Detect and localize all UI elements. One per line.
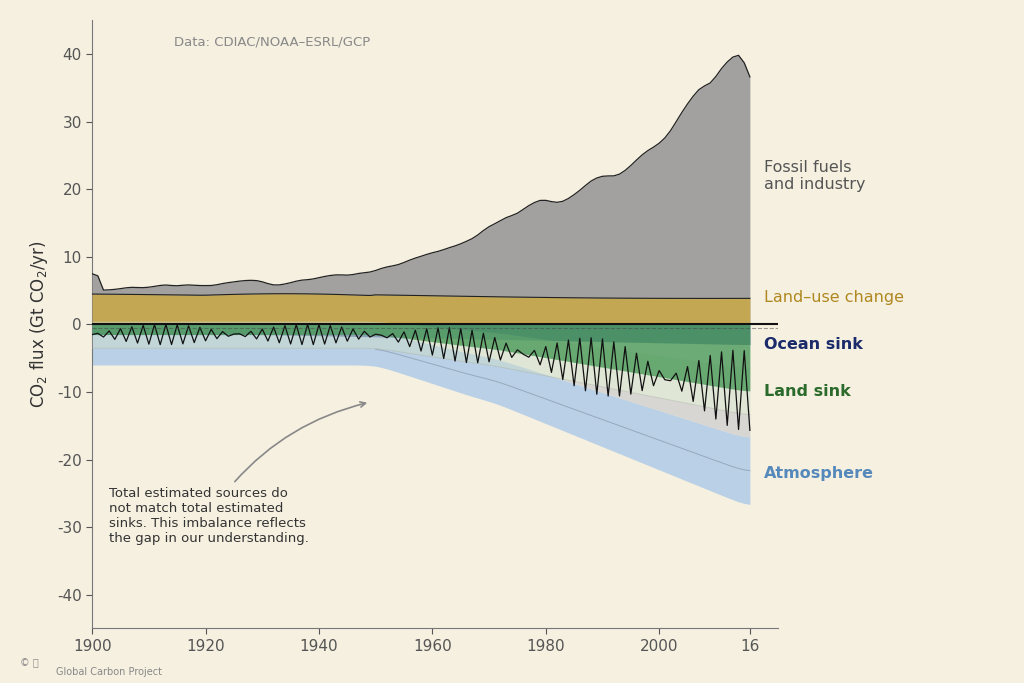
Text: Ocean sink: Ocean sink [764,337,863,352]
Y-axis label: CO$_2$ flux (Gt CO$_2$/yr): CO$_2$ flux (Gt CO$_2$/yr) [28,240,50,408]
Text: Total estimated sources do
not match total estimated
sinks. This imbalance refle: Total estimated sources do not match tot… [110,402,366,544]
Text: Data: CDIAC/NOAA–ESRL/GCP: Data: CDIAC/NOAA–ESRL/GCP [174,36,371,48]
Text: Land sink: Land sink [764,385,851,400]
Text: Land–use change: Land–use change [764,290,904,305]
Text: Global Carbon Project: Global Carbon Project [56,667,163,677]
Text: Fossil fuels
and industry: Fossil fuels and industry [764,160,865,192]
Text: Atmosphere: Atmosphere [764,466,874,481]
Text: © ⓘ: © ⓘ [20,658,39,668]
